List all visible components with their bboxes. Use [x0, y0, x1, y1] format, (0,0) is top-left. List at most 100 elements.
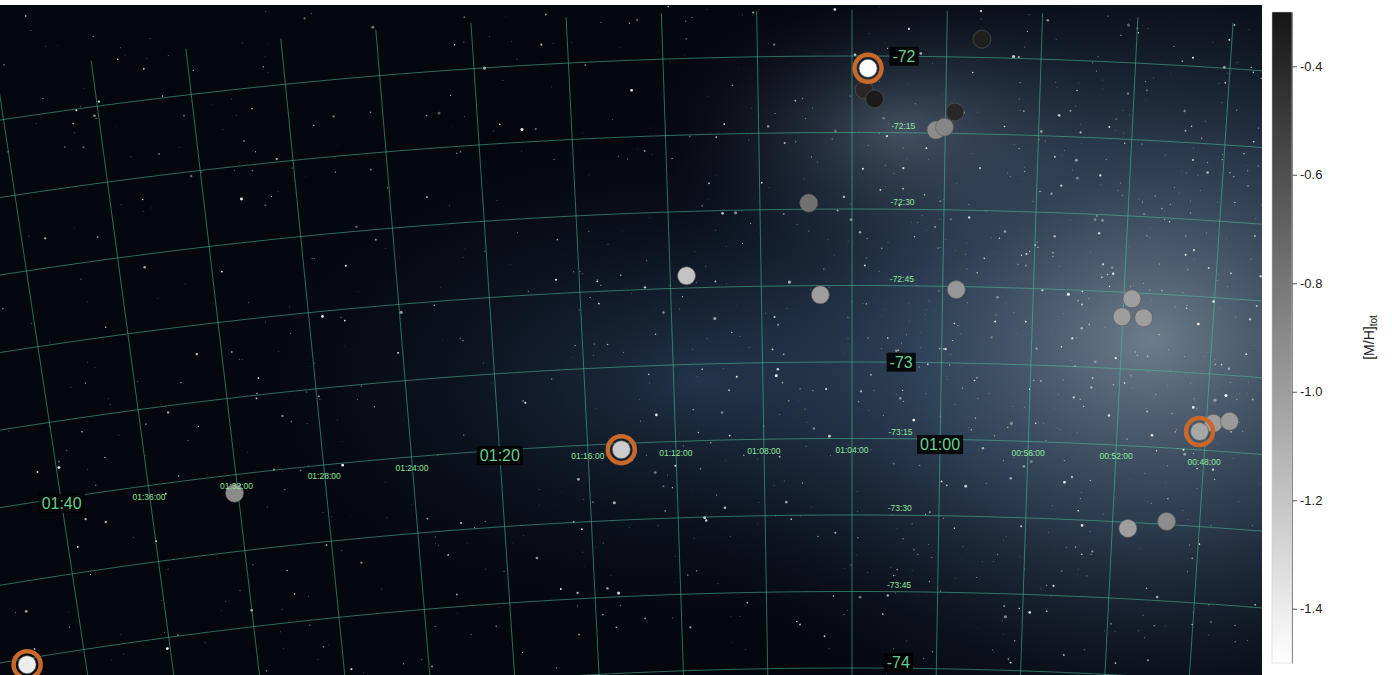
- background-star: [705, 266, 707, 268]
- background-star: [1058, 114, 1061, 117]
- background-star: [882, 613, 884, 615]
- background-star: [87, 301, 89, 303]
- background-star: [25, 610, 28, 613]
- background-star: [45, 45, 47, 47]
- background-star: [662, 311, 664, 313]
- background-star: [886, 674, 888, 675]
- ra-grid-line: [566, 17, 600, 675]
- background-star: [449, 205, 451, 207]
- background-star: [1158, 263, 1160, 265]
- background-star: [1197, 175, 1198, 176]
- background-star: [748, 139, 749, 140]
- sky-glow: [640, 5, 1160, 280]
- background-star: [1139, 548, 1141, 550]
- background-star: [120, 204, 122, 206]
- background-star: [696, 376, 698, 378]
- background-star: [1130, 285, 1132, 287]
- background-star: [915, 103, 916, 104]
- background-star: [180, 382, 181, 383]
- background-star: [1142, 25, 1144, 27]
- background-star: [1151, 503, 1152, 504]
- background-star: [956, 183, 958, 185]
- background-star: [522, 652, 523, 653]
- background-star: [793, 227, 795, 229]
- background-star: [623, 351, 625, 353]
- background-star: [540, 44, 542, 46]
- clusters: [14, 30, 1239, 675]
- background-star: [1227, 73, 1228, 74]
- ra-grid-line: [936, 11, 947, 675]
- ra-grid-line: [281, 39, 350, 675]
- background-star: [833, 595, 835, 597]
- background-star: [1084, 649, 1085, 650]
- background-star: [1169, 221, 1170, 222]
- background-star: [893, 648, 895, 650]
- background-star: [337, 419, 339, 421]
- background-star: [667, 6, 669, 8]
- background-star: [730, 616, 732, 618]
- background-star: [1037, 247, 1038, 248]
- background-star: [1156, 450, 1157, 451]
- background-star: [1028, 14, 1030, 16]
- background-star: [108, 398, 110, 400]
- background-star: [980, 10, 982, 12]
- background-star: [729, 535, 731, 537]
- background-star: [890, 567, 892, 569]
- background-star: [551, 378, 553, 380]
- background-star: [1013, 312, 1014, 313]
- colorbar-tick: -1.0: [1292, 384, 1322, 399]
- cluster-point: [1135, 309, 1153, 327]
- background-star: [796, 224, 798, 226]
- cluster-point: [947, 281, 965, 299]
- background-star: [1147, 659, 1149, 661]
- background-star: [1187, 571, 1188, 572]
- background-star: [1229, 172, 1230, 173]
- background-star: [34, 648, 36, 650]
- background-star: [803, 178, 805, 180]
- background-star: [0, 305, 2, 307]
- background-star: [928, 300, 930, 302]
- background-star: [241, 42, 243, 44]
- background-star: [582, 551, 584, 553]
- background-star: [225, 601, 227, 603]
- background-star: [1019, 148, 1020, 149]
- background-star: [879, 81, 881, 83]
- background-star: [715, 136, 717, 138]
- colorbar-axis: -0.4-0.6-0.8-1.0-1.2-1.4: [1292, 13, 1322, 664]
- background-star: [708, 182, 710, 184]
- background-star: [265, 11, 267, 13]
- background-star: [1018, 98, 1020, 100]
- background-star: [350, 515, 352, 517]
- background-star: [1032, 201, 1033, 202]
- background-star: [1106, 159, 1107, 160]
- background-star: [955, 577, 957, 579]
- background-star: [344, 320, 346, 322]
- background-star: [370, 112, 372, 114]
- background-star: [560, 588, 562, 590]
- background-star: [968, 204, 969, 205]
- background-star: [81, 431, 83, 433]
- colorbar-tick-label: -0.4: [1300, 59, 1322, 74]
- background-star: [916, 222, 918, 224]
- background-star: [1021, 255, 1022, 256]
- background-star: [752, 11, 754, 13]
- background-star: [1138, 198, 1140, 200]
- background-star: [742, 14, 744, 16]
- background-star: [1112, 273, 1114, 275]
- background-star: [601, 369, 603, 371]
- background-star: [1073, 396, 1075, 398]
- grid-label: -72:30: [891, 197, 915, 207]
- background-star: [653, 311, 655, 313]
- background-star: [1208, 267, 1210, 269]
- background-star: [1060, 260, 1062, 262]
- background-star: [757, 458, 759, 460]
- background-star: [648, 373, 650, 375]
- background-star: [1039, 138, 1041, 140]
- cluster-point: [1113, 308, 1131, 326]
- colorbar-tick-label: -0.8: [1300, 276, 1322, 291]
- background-star: [1035, 347, 1037, 349]
- grid-label-box: [477, 446, 523, 465]
- background-star: [150, 207, 152, 209]
- background-star: [617, 592, 620, 595]
- background-star: [277, 191, 279, 193]
